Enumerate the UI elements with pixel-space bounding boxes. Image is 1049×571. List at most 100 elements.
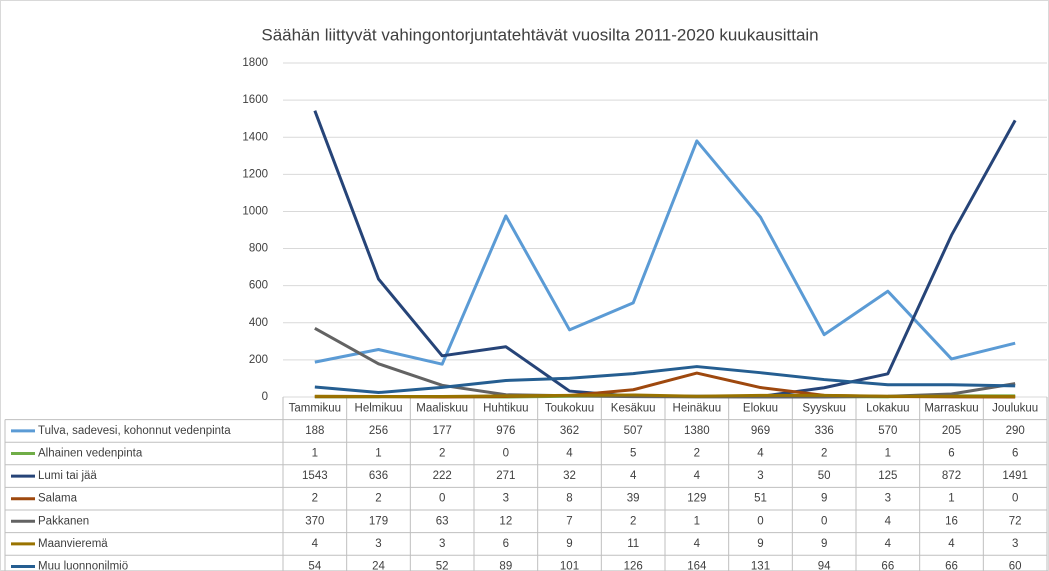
table-value: 4 bbox=[885, 515, 892, 527]
series-line bbox=[314, 139, 1016, 366]
table-value: 12 bbox=[499, 515, 512, 527]
table-value: 3 bbox=[885, 493, 891, 505]
table-value: 2 bbox=[630, 515, 636, 527]
x-tick-label: Toukokuu bbox=[545, 402, 594, 414]
table-value: 570 bbox=[878, 425, 897, 437]
table-value: 2 bbox=[439, 448, 445, 460]
table-value: 256 bbox=[369, 425, 388, 437]
table-value: 969 bbox=[751, 425, 770, 437]
table-value: 3 bbox=[757, 470, 763, 482]
table-value: 222 bbox=[433, 470, 452, 482]
table-value: 9 bbox=[757, 538, 763, 550]
table-value: 3 bbox=[1012, 538, 1018, 550]
y-tick-label: 1400 bbox=[242, 131, 268, 143]
table-value: 1491 bbox=[1002, 470, 1028, 482]
table-value: 205 bbox=[942, 425, 961, 437]
table-value: 188 bbox=[305, 425, 324, 437]
table-value: 976 bbox=[496, 425, 515, 437]
table-value: 1 bbox=[694, 515, 700, 527]
table-value: 50 bbox=[818, 470, 831, 482]
legend-label: Salama bbox=[38, 493, 78, 505]
table-value: 179 bbox=[369, 515, 388, 527]
table-value: 872 bbox=[942, 470, 961, 482]
x-tick-label: Lokakuu bbox=[866, 402, 909, 414]
table-value: 636 bbox=[369, 470, 388, 482]
table-value: 4 bbox=[312, 538, 319, 550]
y-tick-label: 0 bbox=[262, 391, 268, 403]
table-value: 3 bbox=[503, 493, 509, 505]
table-value: 0 bbox=[757, 515, 763, 527]
y-tick-label: 600 bbox=[249, 280, 268, 292]
table-value: 24 bbox=[372, 561, 385, 571]
table-value: 336 bbox=[815, 425, 834, 437]
x-tick-label: Huhtikuu bbox=[483, 402, 528, 414]
legend-label: Pakkanen bbox=[38, 515, 89, 527]
x-tick-label: Tammikuu bbox=[289, 402, 341, 414]
table-value: 131 bbox=[751, 561, 770, 571]
table-value: 4 bbox=[757, 448, 764, 460]
table-value: 4 bbox=[694, 470, 701, 482]
table-value: 271 bbox=[496, 470, 515, 482]
y-tick-label: 1800 bbox=[242, 57, 268, 69]
table-value: 1 bbox=[375, 448, 381, 460]
table-value: 54 bbox=[308, 561, 321, 571]
legend-label: Alhainen vedenpinta bbox=[38, 448, 143, 460]
table-value: 6 bbox=[503, 538, 509, 550]
table-value: 11 bbox=[627, 538, 639, 550]
table-value: 2 bbox=[694, 448, 700, 460]
x-tick-label: Maaliskuu bbox=[416, 402, 468, 414]
table-value: 9 bbox=[821, 493, 827, 505]
table-value: 4 bbox=[566, 448, 573, 460]
table-value: 7 bbox=[566, 515, 572, 527]
x-tick-label: Joulukuu bbox=[992, 402, 1038, 414]
table-value: 72 bbox=[1009, 515, 1022, 527]
x-tick-label: Helmikuu bbox=[355, 402, 403, 414]
table-value: 1 bbox=[312, 448, 318, 460]
chart-title: Säähän liittyvät vahingontorjuntatehtävä… bbox=[261, 25, 818, 44]
table-value: 0 bbox=[503, 448, 509, 460]
table-value: 9 bbox=[821, 538, 827, 550]
table-value: 1 bbox=[948, 493, 954, 505]
y-tick-label: 200 bbox=[249, 354, 268, 366]
table-value: 129 bbox=[687, 493, 706, 505]
table-value: 0 bbox=[821, 515, 827, 527]
table-value: 4 bbox=[694, 538, 701, 550]
table-value: 2 bbox=[312, 493, 318, 505]
table-value: 94 bbox=[818, 561, 831, 571]
table-value: 125 bbox=[878, 470, 897, 482]
x-tick-label: Kesäkuu bbox=[611, 402, 656, 414]
legend-label: Muu luonnonilmiö bbox=[38, 561, 128, 571]
y-tick-label: 1600 bbox=[242, 94, 268, 106]
table-value: 52 bbox=[436, 561, 449, 571]
table-value: 6 bbox=[1012, 448, 1018, 460]
table-value: 4 bbox=[630, 470, 637, 482]
x-tick-label: Syyskuu bbox=[802, 402, 845, 414]
y-tick-label: 400 bbox=[249, 317, 268, 329]
table-value: 3 bbox=[439, 538, 445, 550]
table-value: 9 bbox=[566, 538, 572, 550]
table-value: 362 bbox=[560, 425, 579, 437]
table-value: 39 bbox=[627, 493, 640, 505]
table-value: 101 bbox=[560, 561, 579, 571]
table-value: 3 bbox=[375, 538, 381, 550]
y-tick-label: 1000 bbox=[242, 205, 268, 217]
table-value: 4 bbox=[948, 538, 955, 550]
table-value: 1380 bbox=[684, 425, 710, 437]
table-value: 2 bbox=[821, 448, 827, 460]
y-tick-label: 800 bbox=[249, 243, 268, 255]
table-value: 0 bbox=[439, 493, 445, 505]
table-value: 1543 bbox=[302, 470, 328, 482]
table-value: 507 bbox=[624, 425, 643, 437]
table-value: 66 bbox=[945, 561, 958, 571]
x-tick-label: Heinäkuu bbox=[673, 402, 722, 414]
table-value: 89 bbox=[499, 561, 512, 571]
table-value: 6 bbox=[948, 448, 954, 460]
legend-label: Lumi tai jää bbox=[38, 470, 97, 482]
table-value: 8 bbox=[566, 493, 572, 505]
table-value: 177 bbox=[433, 425, 452, 437]
legend-label: Tulva, sadevesi, kohonnut vedenpinta bbox=[38, 425, 231, 437]
table-value: 1 bbox=[885, 448, 891, 460]
table-value: 63 bbox=[436, 515, 449, 527]
series-line bbox=[314, 393, 1016, 398]
